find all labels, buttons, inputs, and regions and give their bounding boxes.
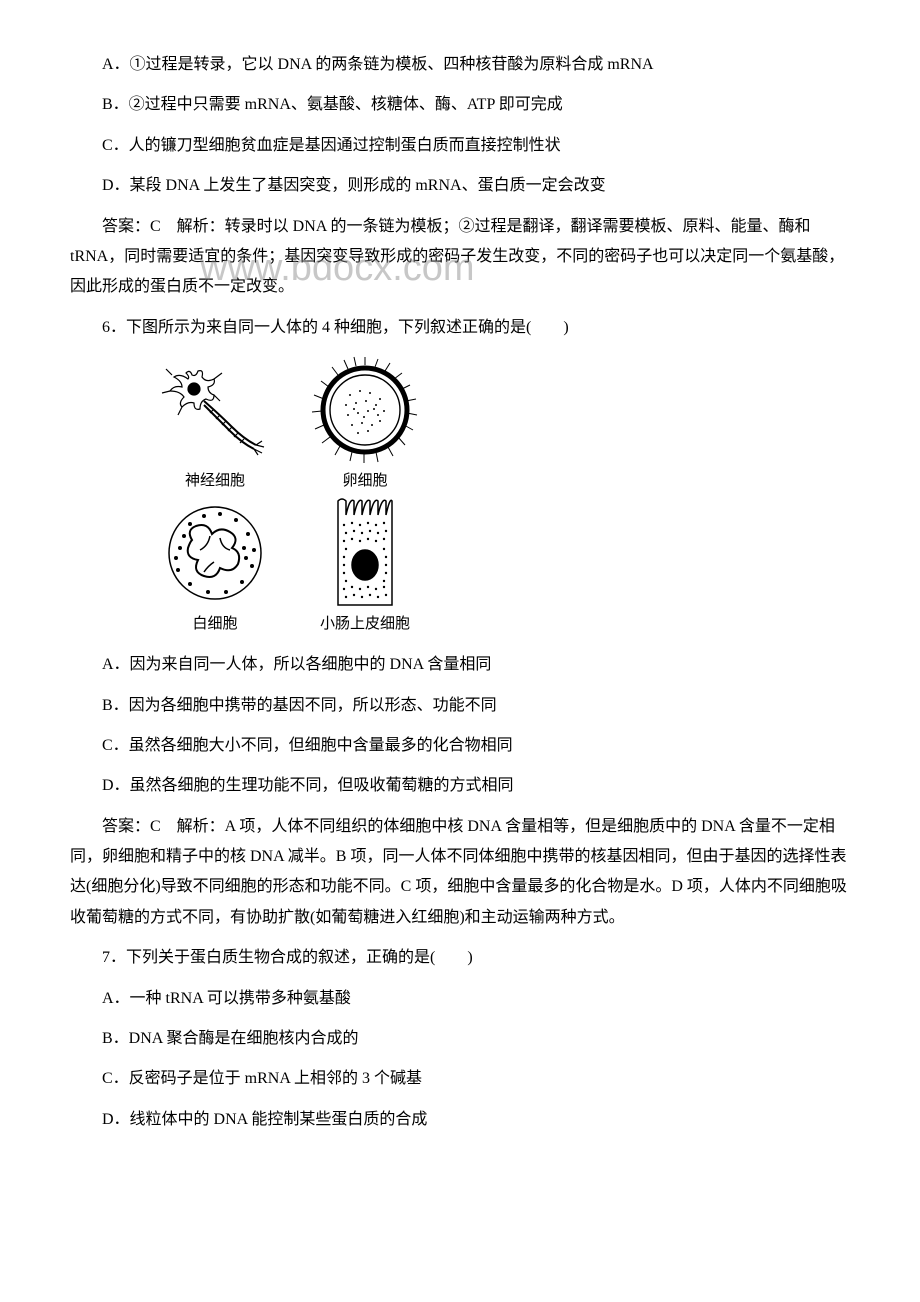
- egg-cell-figure: 卵细胞: [310, 355, 420, 496]
- nerve-cell-icon: [160, 355, 270, 465]
- epithelial-cell-label: 小肠上皮细胞: [320, 610, 410, 639]
- nerve-cell-figure: 神经细胞: [160, 355, 270, 496]
- q7-option-a: A．一种 tRNA 可以携带多种氨基酸: [70, 984, 850, 1014]
- nerve-cell-label: 神经细胞: [185, 467, 245, 496]
- q7-stem: 7．下列关于蛋白质生物合成的叙述，正确的是( ): [70, 943, 850, 973]
- egg-cell-label: 卵细胞: [342, 467, 387, 496]
- epithelial-cell-figure: 小肠上皮细胞: [310, 498, 420, 639]
- q5-option-a: A．①过程是转录，它以 DNA 的两条链为模板、四种核苷酸为原料合成 mRNA: [70, 50, 850, 80]
- q6-stem: 6．下图所示为来自同一人体的 4 种细胞，下列叙述正确的是( ): [70, 313, 850, 343]
- q5-option-c: C．人的镰刀型细胞贫血症是基因通过控制蛋白质而直接控制性状: [70, 131, 850, 161]
- q6-option-a: A．因为来自同一人体，所以各细胞中的 DNA 含量相同: [70, 650, 850, 680]
- q7-option-c: C．反密码子是位于 mRNA 上相邻的 3 个碱基: [70, 1064, 850, 1094]
- q6-figure: 神经细胞: [160, 355, 850, 638]
- white-cell-label: 白细胞: [192, 610, 237, 639]
- q5-answer: 答案：C 解析：转录时以 DNA 的一条链为模板；②过程是翻译，翻译需要模板、原…: [70, 212, 850, 303]
- epithelial-cell-icon: [320, 493, 410, 613]
- q6-option-d: D．虽然各细胞的生理功能不同，但吸收葡萄糖的方式相同: [70, 771, 850, 801]
- q5-option-d: D．某段 DNA 上发生了基因突变，则形成的 mRNA、蛋白质一定会改变: [70, 171, 850, 201]
- q7-option-b: B．DNA 聚合酶是在细胞核内合成的: [70, 1024, 850, 1054]
- q5-option-b: B．②过程中只需要 mRNA、氨基酸、核糖体、酶、ATP 即可完成: [70, 90, 850, 120]
- q6-option-c: C．虽然各细胞大小不同，但细胞中含量最多的化合物相同: [70, 731, 850, 761]
- white-cell-figure: 白细胞: [160, 498, 270, 639]
- q7-option-d: D．线粒体中的 DNA 能控制某些蛋白质的合成: [70, 1105, 850, 1135]
- q6-answer: 答案：C 解析：A 项，人体不同组织的体细胞中核 DNA 含量相等，但是细胞质中…: [70, 812, 850, 934]
- q6-option-b: B．因为各细胞中携带的基因不同，所以形态、功能不同: [70, 691, 850, 721]
- egg-cell-icon: [310, 355, 420, 465]
- white-cell-icon: [160, 498, 270, 608]
